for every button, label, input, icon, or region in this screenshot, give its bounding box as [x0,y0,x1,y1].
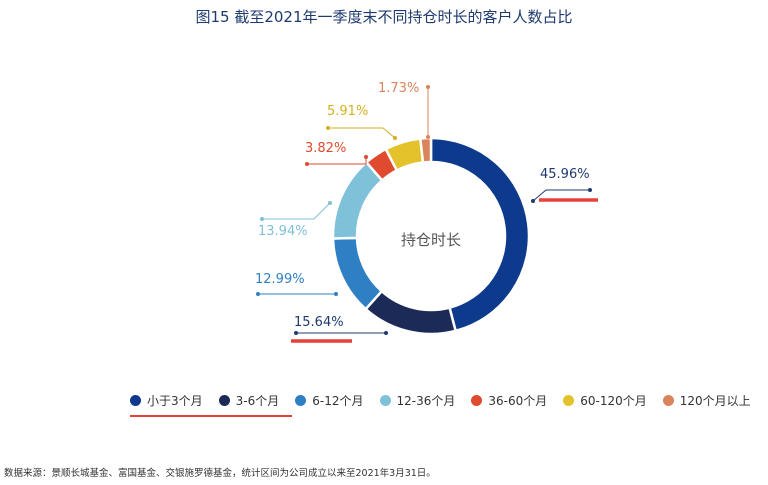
slice-1 [363,289,458,336]
leader-dot-1-1 [384,331,388,335]
slice-label-3: 13.94% [258,224,308,239]
leader-dot-1-0 [294,331,298,335]
legend-item-2: 6-12个月 [295,392,364,409]
leader-dot-2-1 [334,292,338,296]
leader-line-3 [262,202,331,220]
legend-item-0: 小于3个月 [130,392,203,409]
legend-dot-icon [295,395,307,406]
legend-dot-icon [130,395,141,406]
slice-label-6: 1.73% [378,81,419,96]
leader-dot-2-0 [256,292,260,296]
highlight-underlines [130,198,598,417]
legend-label: 36-60个月 [488,394,548,408]
leader-dot-5-0 [326,126,330,130]
leader-line-0 [532,189,590,202]
legend-item-6: 120个月以上 [662,392,751,409]
legend-dot-icon [563,395,575,406]
center-label: 持仓时长 [401,231,461,249]
donut-chart: 45.96%15.64%12.99%13.94%3.82%5.91%1.73% … [130,81,598,417]
slice-0 [429,136,531,333]
leader-dot-0-0 [531,199,535,203]
legend-label: 60-120个月 [580,394,647,408]
slice-6 [418,136,433,164]
leader-dot-6-0 [426,85,430,89]
slice-label-2: 12.99% [255,272,305,287]
legend-dot-icon [218,395,230,406]
legend-dot-icon [471,395,483,406]
legend-label: 6-12个月 [312,394,364,408]
leader-dot-0-1 [588,188,592,192]
leader-dot-5-1 [393,136,397,140]
leader-dot-6-1 [426,135,430,139]
donut-slices [331,136,531,336]
leader-dot-3-0 [260,217,264,221]
leader-dot-4-0 [305,162,309,166]
leader-line-5 [328,127,396,139]
leader-line-4 [307,157,367,165]
legend-item-4: 36-60个月 [471,392,547,409]
legend-item-3: 12-36个月 [379,392,456,409]
legend-label: 小于3个月 [147,394,203,408]
leader-dot-4-1 [364,155,368,159]
slice-label-0: 45.96% [540,167,590,182]
legend-dot-icon [379,395,391,406]
legend-dot-icon [662,395,674,406]
legend-item-1: 3-6个月 [218,392,280,409]
slice-label-4: 3.82% [305,141,346,156]
legend: 小于3个月 3-6个月 6-12个月 12-36个月 36-60个月 60-120个月 12… [130,392,767,409]
slice-labels: 45.96% 15.64% 12.99% 13.94% 3.82% 5.91% 1.73% [255,81,590,330]
slice-label-1: 15.64% [294,315,344,330]
legend-label: 120个月以上 [679,394,751,408]
leader-lines [256,85,592,335]
source-note: 数据来源：景顺长城基金、富国基金、交银施罗德基金，统计区间为公司成立以来至202… [4,468,436,479]
chart-title: 图15 截至2021年一季度末不同持仓时长的客户人数占比 [195,8,573,26]
legend-label: 3-6个月 [235,394,280,408]
leader-dot-3-1 [328,201,332,205]
legend-item-5: 60-120个月 [563,392,647,409]
legend-label: 12-36个月 [396,394,456,408]
slice-2 [331,236,384,311]
slice-label-5: 5.91% [327,104,368,119]
